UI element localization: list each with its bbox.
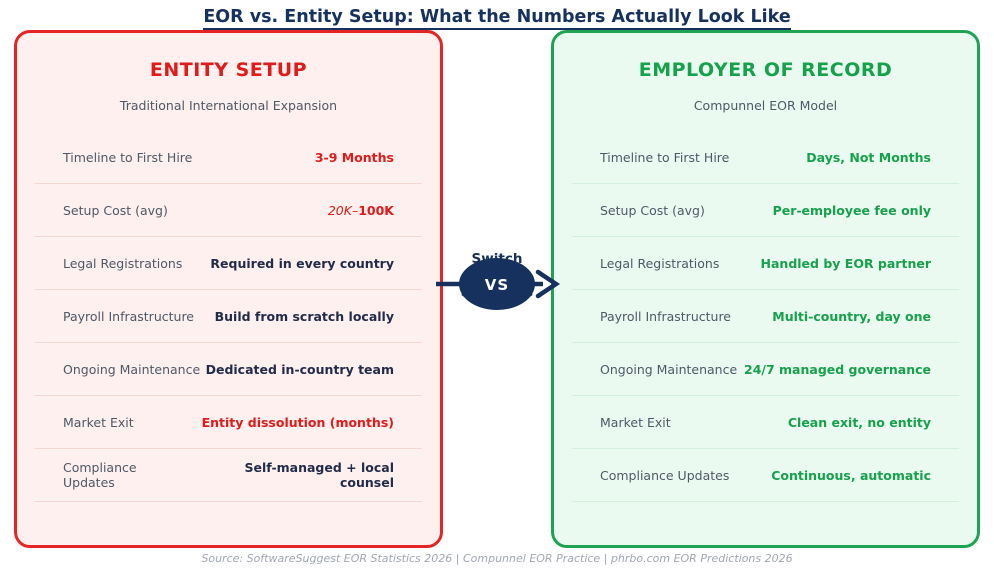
row-value-prefix: 20K–	[327, 202, 359, 218]
row-label: Payroll Infrastructure	[600, 308, 731, 324]
row-label: Setup Cost (avg)	[63, 202, 168, 218]
row-value-main: 100K	[358, 202, 394, 218]
table-row: Setup Cost (avg) 20K–100K	[35, 184, 422, 237]
source-footer: Source: SoftwareSuggest EOR Statistics 2…	[201, 552, 793, 565]
row-label: Timeline to First Hire	[63, 149, 193, 165]
row-value: Days, Not Months	[806, 149, 931, 165]
row-value: Multi-country, day one	[772, 308, 931, 324]
row-label: Ongoing Maintenance	[63, 361, 201, 377]
table-row: Legal Registrations Handled by EOR partn…	[572, 237, 959, 290]
row-value: 3-9 Months	[314, 149, 394, 165]
arrow-right-icon	[535, 269, 561, 299]
table-row: Timeline to First Hire 3-9 Months	[35, 131, 422, 184]
vs-label: VS	[485, 276, 509, 294]
row-label: Payroll Infrastructure	[63, 308, 194, 324]
eor-subtitle: Compunnel EOR Model	[693, 98, 838, 113]
table-row: Payroll Infrastructure Build from scratc…	[35, 290, 422, 343]
table-row: Timeline to First Hire Days, Not Months	[572, 131, 959, 184]
row-label: Market Exit	[600, 414, 671, 430]
row-label: Legal Registrations	[600, 255, 720, 271]
table-row: Legal Registrations Required in every co…	[35, 237, 422, 290]
row-value: Clean exit, no entity	[787, 414, 931, 430]
row-label: Setup Cost (avg)	[600, 202, 705, 218]
table-row: Market Exit Entity dissolution (months)	[35, 396, 422, 449]
row-value: Build from scratch locally	[214, 308, 394, 324]
row-label: Legal Registrations	[63, 255, 183, 271]
row-value: Entity dissolution (months)	[201, 414, 394, 430]
row-label: Timeline to First Hire	[600, 149, 730, 165]
table-row: Setup Cost (avg) Per-employee fee only	[572, 184, 959, 237]
entity-setup-rows: Timeline to First Hire 3-9 Months Setup …	[17, 131, 440, 502]
table-row: Payroll Infrastructure Multi-country, da…	[572, 290, 959, 343]
row-value: Required in every country	[210, 255, 394, 271]
eor-title: EMPLOYER OF RECORD	[638, 59, 893, 81]
entity-setup-title: ENTITY SETUP	[149, 59, 308, 81]
row-value: Dedicated in-country team	[205, 361, 394, 377]
row-value: 20K–100K	[328, 203, 394, 218]
entity-setup-subtitle: Traditional International Expansion	[119, 98, 338, 113]
row-label: Ongoing Maintenance	[600, 361, 738, 377]
row-label: Compliance Updates	[63, 460, 137, 490]
table-row: Ongoing Maintenance Dedicated in-country…	[35, 343, 422, 396]
vs-badge	[459, 258, 535, 310]
employer-of-record-panel: EMPLOYER OF RECORD Compunnel EOR Model T…	[551, 30, 980, 548]
table-row: Compliance Updates Continuous, automatic	[572, 449, 959, 502]
table-row: Market Exit Clean exit, no entity	[572, 396, 959, 449]
table-row: Compliance Updates Self-managed + local …	[35, 449, 422, 502]
row-value: 24/7 managed governance	[744, 361, 931, 377]
row-label: Compliance Updates	[600, 467, 730, 483]
eor-rows: Timeline to First Hire Days, Not Months …	[554, 131, 977, 502]
table-row: Ongoing Maintenance 24/7 managed governa…	[572, 343, 959, 396]
row-value: Handled by EOR partner	[760, 255, 931, 271]
row-value: Per-employee fee only	[772, 202, 931, 218]
entity-setup-panel: ENTITY SETUP Traditional International E…	[14, 30, 443, 548]
page-title: EOR vs. Entity Setup: What the Numbers A…	[0, 7, 994, 30]
row-value: Self-managed + local counsel	[244, 460, 394, 490]
row-value: Continuous, automatic	[771, 467, 931, 483]
vs-connector: Switch VS	[436, 251, 561, 310]
row-label: Market Exit	[63, 414, 134, 430]
